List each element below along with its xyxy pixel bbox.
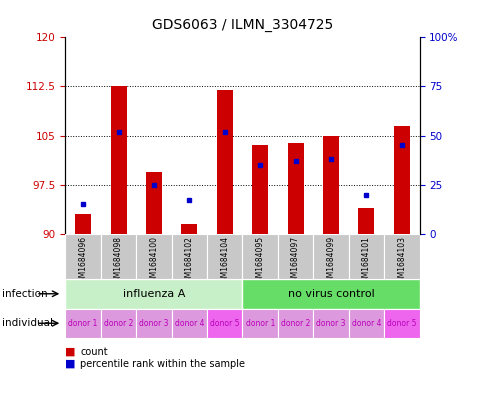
Bar [242,234,277,279]
Text: GSM1684101: GSM1684101 [361,236,370,287]
Text: GSM1684097: GSM1684097 [290,236,300,287]
Bar [75,214,91,234]
Bar [136,234,171,279]
Text: GSM1684096: GSM1684096 [78,236,88,287]
Bar [65,309,101,338]
Bar [65,234,101,279]
Bar [383,309,419,338]
Text: GSM1684095: GSM1684095 [255,236,264,287]
Text: donor 3: donor 3 [316,319,345,328]
Bar [348,234,383,279]
Text: GSM1684104: GSM1684104 [220,236,229,287]
Bar [313,234,348,279]
Text: donor 5: donor 5 [210,319,239,328]
Bar [171,309,207,338]
Bar [348,309,383,338]
Bar [242,309,277,338]
Text: GSM1684102: GSM1684102 [184,236,194,287]
Text: GSM1684098: GSM1684098 [114,236,123,287]
Text: GSM1684099: GSM1684099 [326,236,335,287]
Text: no virus control: no virus control [287,289,374,299]
Text: donor 3: donor 3 [139,319,168,328]
Bar [110,86,126,234]
Bar [277,309,313,338]
Text: ■: ■ [65,358,76,369]
Text: donor 4: donor 4 [174,319,204,328]
Bar [322,136,338,234]
Text: individual: individual [2,318,53,328]
Bar [383,234,419,279]
Bar [277,234,313,279]
Bar [181,224,197,234]
Bar [216,90,232,234]
Bar [313,309,348,338]
Text: donor 1: donor 1 [245,319,274,328]
Text: donor 1: donor 1 [68,319,98,328]
Bar [146,172,162,234]
Bar [101,309,136,338]
Text: GDS6063 / ILMN_3304725: GDS6063 / ILMN_3304725 [151,18,333,32]
Bar [136,309,171,338]
Bar [252,145,268,234]
Text: donor 2: donor 2 [280,319,310,328]
Text: count: count [80,347,107,357]
Text: GSM1684103: GSM1684103 [396,236,406,287]
Text: donor 5: donor 5 [386,319,416,328]
Text: influenza A: influenza A [122,289,185,299]
Text: donor 4: donor 4 [351,319,380,328]
Bar [207,234,242,279]
Text: ■: ■ [65,347,76,357]
Text: GSM1684100: GSM1684100 [149,236,158,287]
Text: infection: infection [2,289,48,299]
Bar [393,126,409,234]
Bar [242,279,419,309]
Text: donor 2: donor 2 [104,319,133,328]
Bar [207,309,242,338]
Bar [287,143,303,234]
Bar [171,234,207,279]
Bar [358,208,374,234]
Bar [101,234,136,279]
Bar [65,279,242,309]
Text: percentile rank within the sample: percentile rank within the sample [80,358,244,369]
